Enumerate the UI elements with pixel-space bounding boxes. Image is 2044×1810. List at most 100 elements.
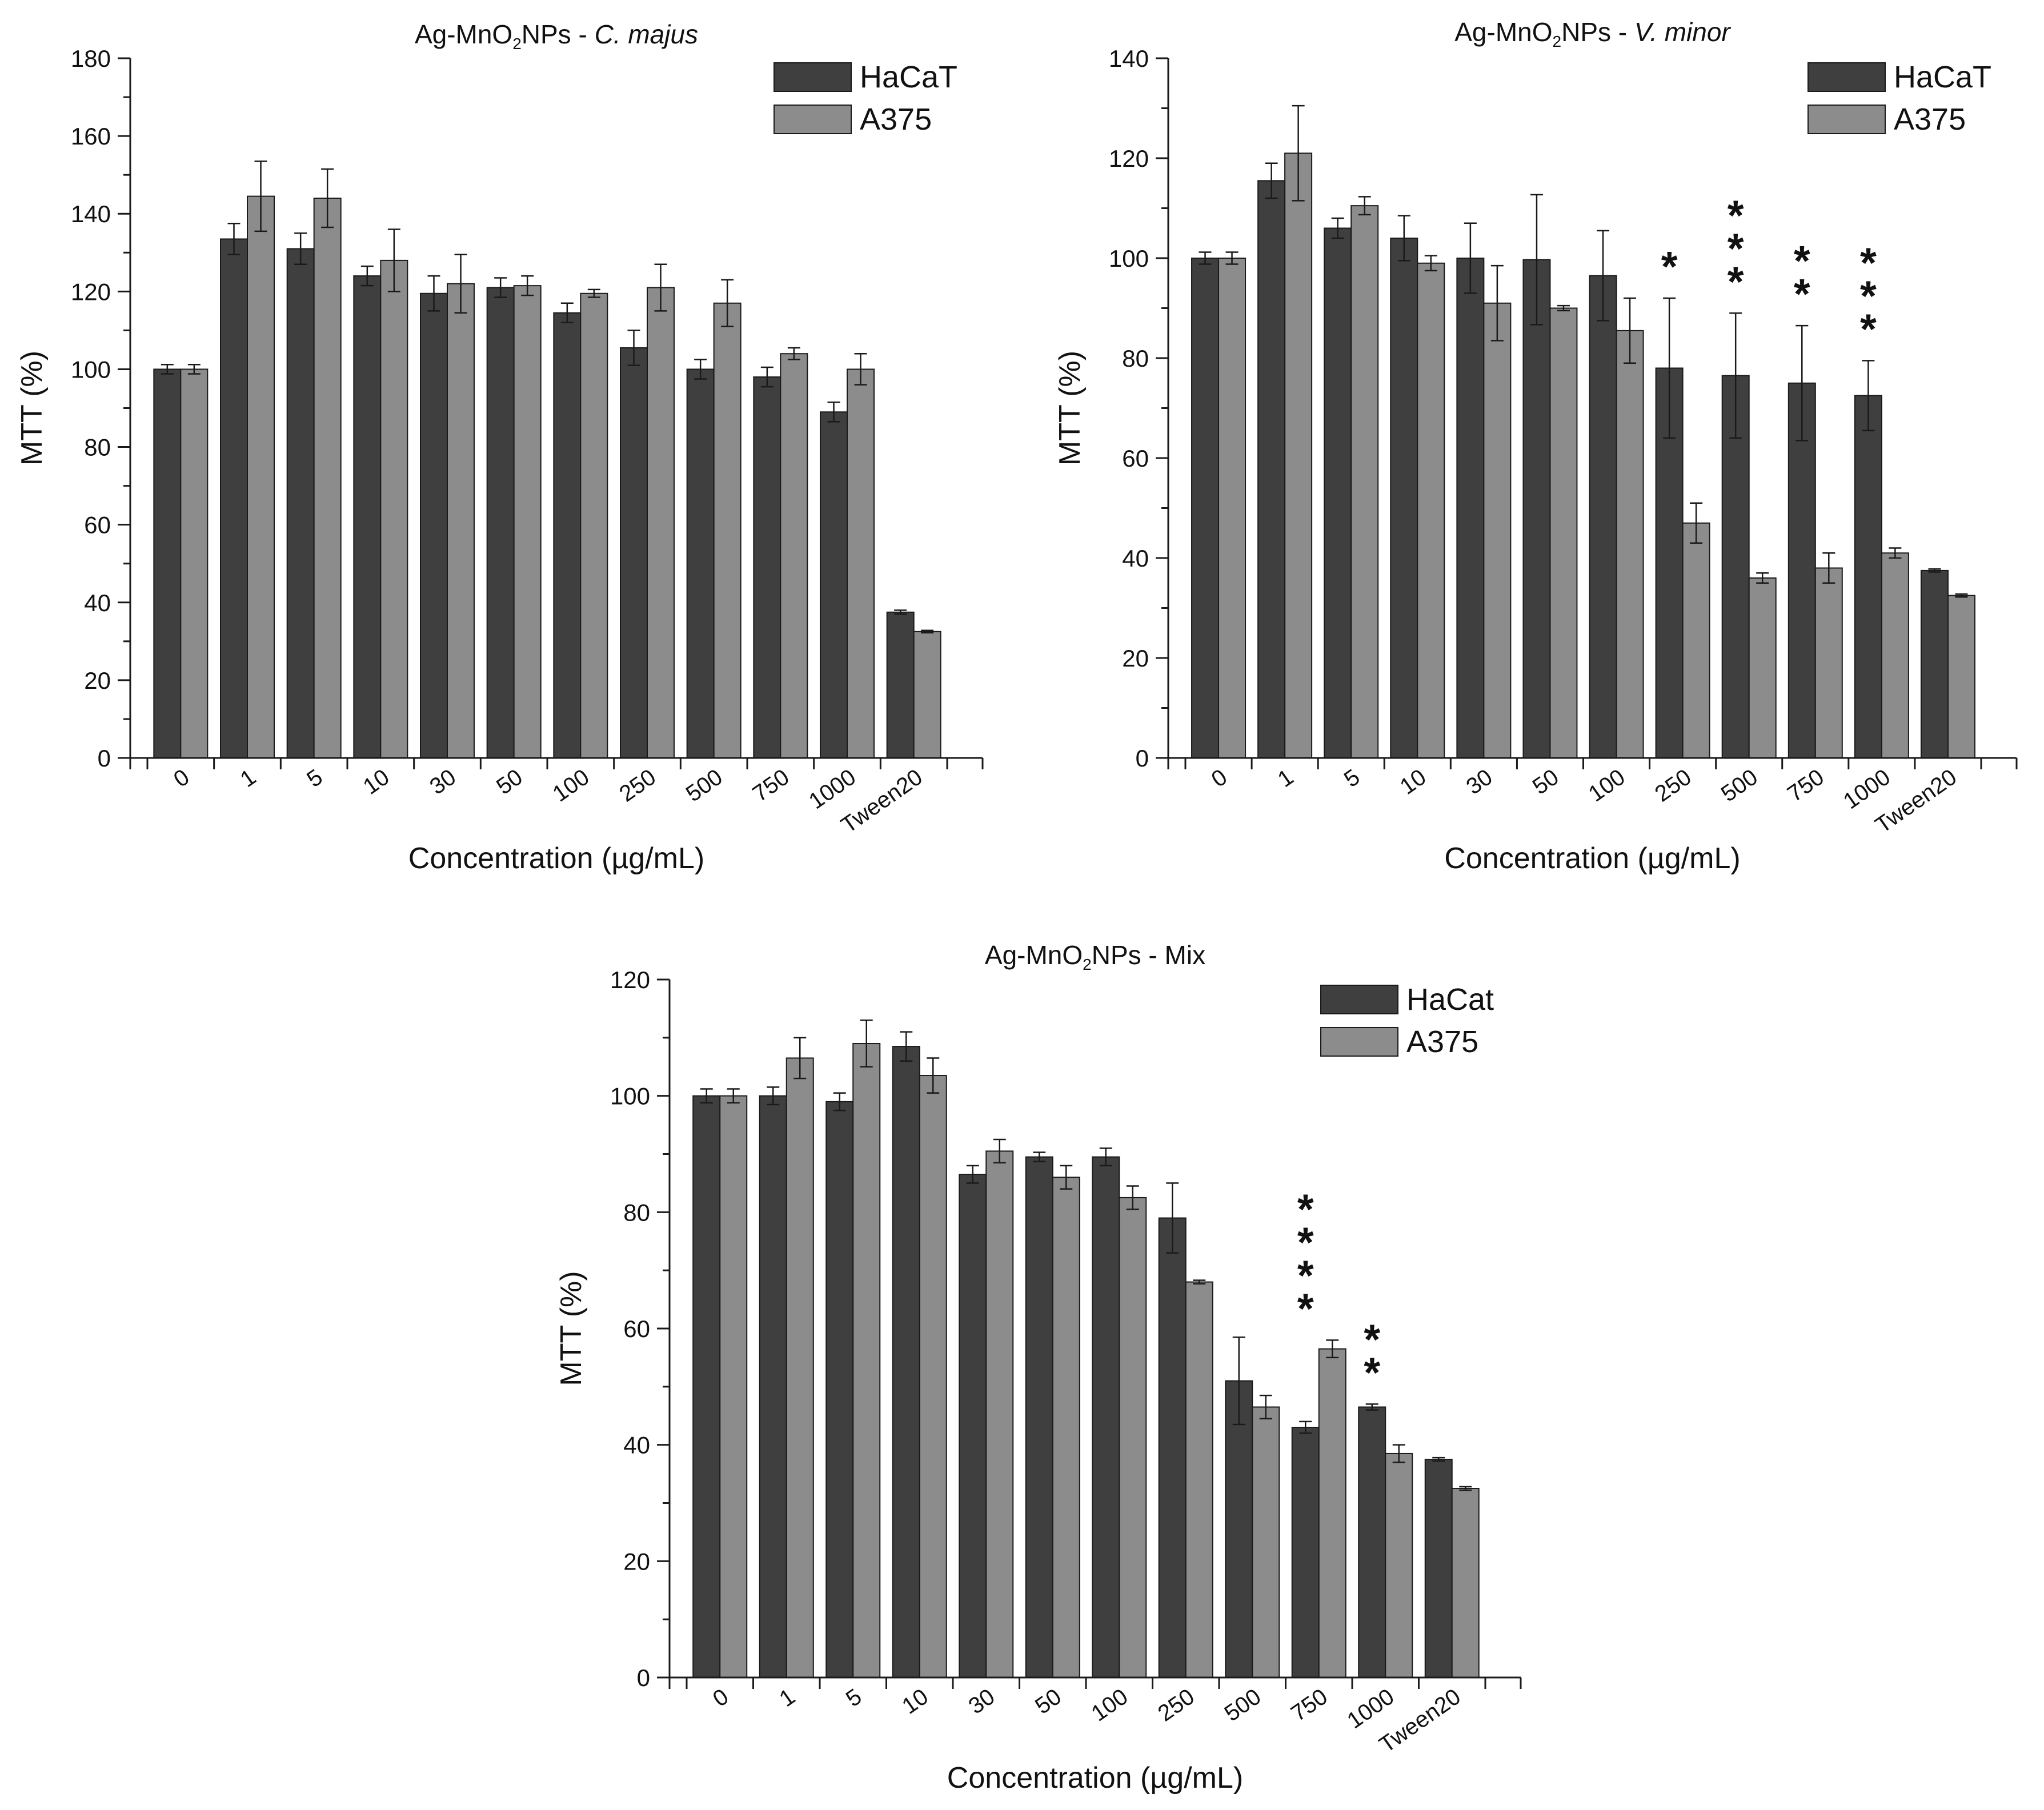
star: *	[1297, 1251, 1314, 1299]
bar-a375-750	[780, 353, 808, 758]
bar-a375-tween20	[1451, 1488, 1480, 1679]
x-tick-label: 5	[1340, 764, 1364, 792]
bar-hacat-250	[620, 347, 648, 758]
significance-stars: * * * *	[1297, 1185, 1314, 1332]
legend-swatch-hacat	[1320, 985, 1398, 1014]
y-tick-label: 20	[84, 667, 111, 694]
bar-hacat-50	[1522, 259, 1551, 758]
bar-hacat-5	[1324, 227, 1352, 758]
bar-hacat-0	[692, 1095, 721, 1678]
bar-a375-5	[1350, 205, 1379, 758]
bar-a375-500	[1748, 577, 1777, 758]
star: *	[1794, 270, 1810, 318]
chart-title-subscript: 2	[1083, 956, 1092, 973]
legend-swatch-hacat	[773, 62, 852, 92]
x-tick-label: 750	[1783, 764, 1829, 806]
y-tick-label: 40	[623, 1432, 650, 1459]
x-tick-label: 250	[1153, 1684, 1199, 1726]
legend-swatch-a375	[773, 105, 852, 134]
star: *	[1364, 1349, 1380, 1396]
bar-a375-1	[785, 1057, 814, 1678]
bar-a375-30	[1483, 302, 1512, 758]
x-axis-title: Concentration (µg/mL)	[947, 1761, 1243, 1795]
x-tick-label: 750	[748, 764, 794, 806]
chart-title-prefix: Ag-MnO	[985, 940, 1083, 970]
bar-hacat-1000	[1854, 395, 1882, 758]
star: *	[1794, 237, 1810, 284]
x-tick-label: 50	[492, 764, 527, 800]
chart-title-subscript: 2	[1553, 33, 1562, 50]
y-axis-title: MTT (%)	[555, 1271, 588, 1386]
chart-title-prefix: Ag-MnO	[415, 19, 512, 49]
y-tick-label: 100	[1109, 245, 1149, 272]
y-tick-label: 80	[623, 1199, 650, 1226]
significance-stars: * *	[1794, 237, 1810, 318]
y-tick-label: 120	[71, 278, 111, 305]
x-tick-label: 100	[548, 764, 594, 806]
bar-a375-30	[447, 283, 475, 758]
chart-title-italic: C. majus	[595, 19, 698, 49]
bar-hacat-30	[420, 292, 448, 758]
x-tick-label: 1	[775, 1684, 799, 1712]
chart-title-mid: NPs -	[1561, 17, 1634, 47]
chart-title: Ag-MnO2NPs - V. minor	[1454, 17, 1731, 50]
bar-a375-250	[1682, 522, 1710, 758]
y-tick-label: 20	[1122, 645, 1149, 672]
y-tick-label: 100	[71, 356, 111, 383]
bar-hacat-50	[1025, 1156, 1053, 1678]
x-axis-title: Concentration (µg/mL)	[408, 842, 704, 875]
star: *	[1728, 191, 1744, 239]
legend-swatch-a375	[1807, 105, 1886, 134]
y-tick-label: 40	[1122, 545, 1149, 572]
star: *	[1728, 224, 1744, 272]
y-tick-label: 140	[1109, 45, 1149, 72]
y-tick-label: 60	[1122, 445, 1149, 472]
star: *	[1728, 258, 1744, 305]
y-tick-label: 140	[71, 200, 111, 227]
bar-a375-1000	[1881, 552, 1909, 758]
bar-a375-750	[1814, 567, 1843, 758]
chart-title-italic: V. minor	[1634, 17, 1732, 47]
bar-hacat-100	[553, 312, 582, 758]
x-tick-label: 0	[1207, 764, 1232, 792]
chart-title-mid: NPs - Mix	[1092, 940, 1205, 970]
bar-hacat-10	[353, 275, 382, 759]
bar-a375-100	[1119, 1197, 1147, 1678]
bar-a375-1	[1284, 152, 1313, 758]
chart-panel-v-minor: Ag-MnO2NPs - V. minor 0 20 40 60 80 100 120 140 0…	[1053, 17, 2018, 875]
y-tick-label: 60	[84, 512, 111, 539]
bar-a375-tween20	[913, 631, 941, 759]
bar-a375-50	[513, 285, 542, 758]
bar-a375-750	[1318, 1348, 1346, 1678]
bar-hacat-50	[486, 287, 515, 758]
bar-hacat-tween20	[1920, 569, 1949, 758]
bar-hacat-100	[1092, 1156, 1120, 1678]
bar-a375-5	[313, 198, 342, 758]
y-tick-label: 120	[1109, 145, 1149, 172]
star: *	[1661, 243, 1678, 290]
x-tick-label: 1	[1273, 764, 1298, 792]
bar-hacat-5	[825, 1101, 854, 1678]
chart-title: Ag-MnO2NPs - Mix	[985, 940, 1205, 973]
y-tick-label: 100	[610, 1083, 650, 1110]
y-tick-label: 60	[623, 1315, 650, 1342]
chart-title: Ag-MnO2NPs - C. majus	[415, 19, 698, 53]
x-tick-label: 500	[1717, 764, 1762, 806]
bar-a375-5	[852, 1043, 881, 1678]
star: *	[1860, 272, 1877, 319]
bar-hacat-1	[759, 1095, 787, 1678]
x-tick-label: 100	[1584, 764, 1630, 806]
bar-a375-250	[647, 287, 675, 758]
x-tick-label: 10	[359, 764, 394, 800]
bar-hacat-500	[1225, 1380, 1253, 1678]
bar-hacat-tween20	[886, 611, 915, 758]
x-tick-label: 30	[964, 1684, 1000, 1719]
bar-hacat-0	[153, 368, 182, 758]
bar-hacat-1000	[820, 411, 848, 758]
x-tick-label: 250	[615, 764, 660, 806]
star: *	[1297, 1218, 1314, 1266]
x-tick-label: 50	[1031, 1684, 1066, 1719]
x-tick-label: 5	[841, 1684, 866, 1712]
y-axis-title: MTT (%)	[15, 351, 49, 465]
